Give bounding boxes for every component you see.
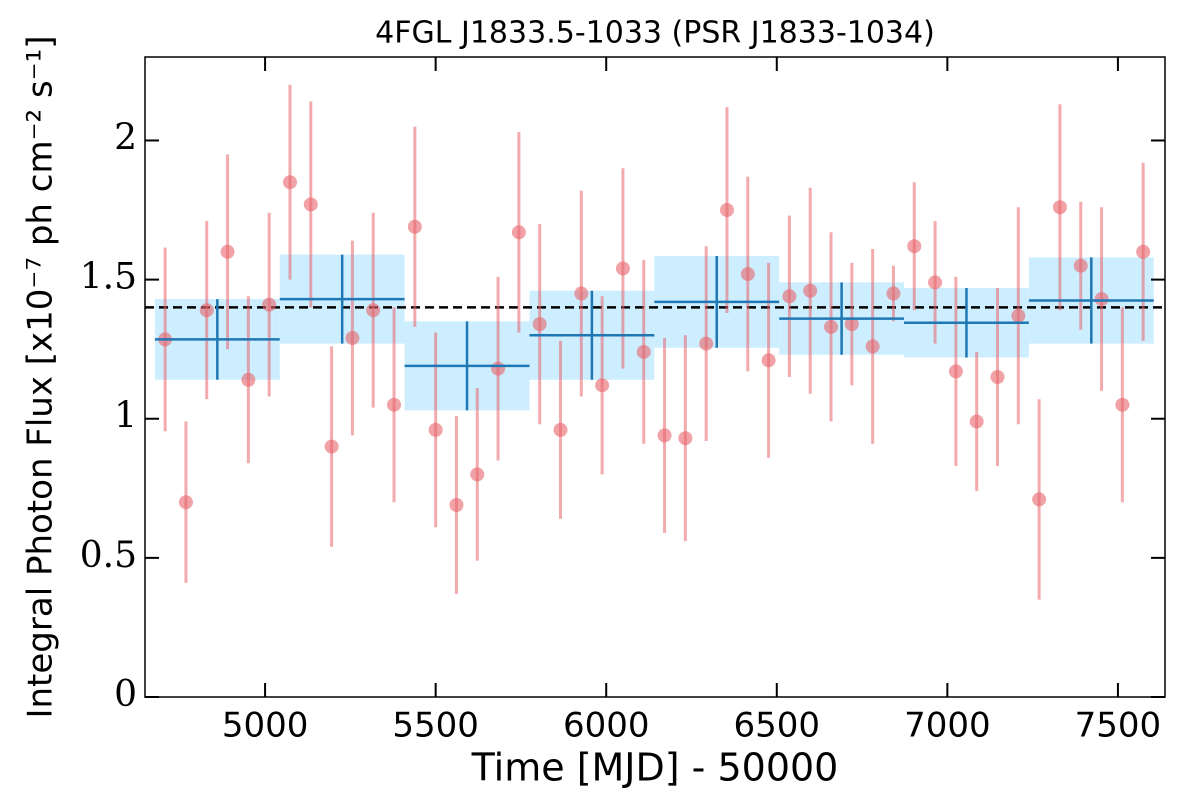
chart-title: 4FGL J1833.5-1033 (PSR J1833-1034) bbox=[375, 16, 935, 51]
point bbox=[428, 422, 443, 437]
point bbox=[782, 289, 797, 304]
point bbox=[1052, 200, 1067, 215]
x-tick-label: 7000 bbox=[904, 706, 991, 746]
point bbox=[824, 319, 839, 334]
y-tick-label: 0.5 bbox=[80, 535, 137, 576]
point bbox=[387, 397, 402, 412]
point bbox=[990, 370, 1005, 384]
x-tick-label: 6000 bbox=[563, 706, 650, 746]
point bbox=[199, 303, 214, 318]
point bbox=[636, 344, 651, 359]
point bbox=[740, 267, 755, 282]
point bbox=[220, 244, 235, 259]
point bbox=[470, 467, 485, 482]
point bbox=[1073, 258, 1088, 273]
point bbox=[886, 286, 901, 301]
point bbox=[865, 339, 880, 354]
point bbox=[407, 219, 422, 234]
point bbox=[907, 239, 922, 254]
point bbox=[241, 372, 256, 387]
point bbox=[969, 414, 984, 429]
x-tick-label: 7500 bbox=[1075, 706, 1162, 746]
point bbox=[678, 431, 693, 446]
point bbox=[282, 175, 297, 190]
y-tick-label: 0 bbox=[114, 674, 137, 715]
point bbox=[303, 197, 318, 212]
point bbox=[324, 439, 339, 454]
point bbox=[366, 303, 381, 318]
x-tick-label: 6500 bbox=[734, 706, 821, 746]
point bbox=[595, 378, 610, 393]
point bbox=[449, 498, 464, 512]
point bbox=[699, 336, 714, 351]
point bbox=[719, 203, 734, 218]
point bbox=[491, 361, 506, 376]
point bbox=[1115, 397, 1130, 412]
point bbox=[345, 331, 360, 346]
point bbox=[928, 275, 943, 290]
point bbox=[262, 297, 277, 312]
point bbox=[511, 225, 526, 240]
point bbox=[615, 261, 630, 276]
y-tick-label: 1.5 bbox=[80, 257, 137, 298]
point bbox=[1032, 492, 1047, 507]
y-axis-label: Integral Photon Flux [x10⁻⁷ ph cm⁻² s⁻¹] bbox=[21, 35, 61, 718]
point bbox=[844, 317, 859, 332]
point bbox=[657, 428, 672, 443]
y-tick-label: 1 bbox=[114, 396, 137, 437]
point bbox=[1011, 308, 1026, 323]
plot-frame bbox=[144, 56, 1166, 698]
point bbox=[803, 283, 818, 298]
point bbox=[553, 422, 568, 437]
point bbox=[532, 317, 547, 332]
point bbox=[761, 353, 776, 368]
x-tick-label: 5000 bbox=[222, 706, 309, 746]
y-tick-label: 2 bbox=[114, 117, 137, 158]
x-axis-label: Time [MJD] - 50000 bbox=[471, 746, 839, 790]
point bbox=[1136, 244, 1151, 259]
point bbox=[178, 495, 193, 510]
point bbox=[948, 364, 963, 379]
x-tick-label: 5500 bbox=[392, 706, 479, 746]
point bbox=[1094, 292, 1109, 307]
point bbox=[574, 286, 589, 301]
